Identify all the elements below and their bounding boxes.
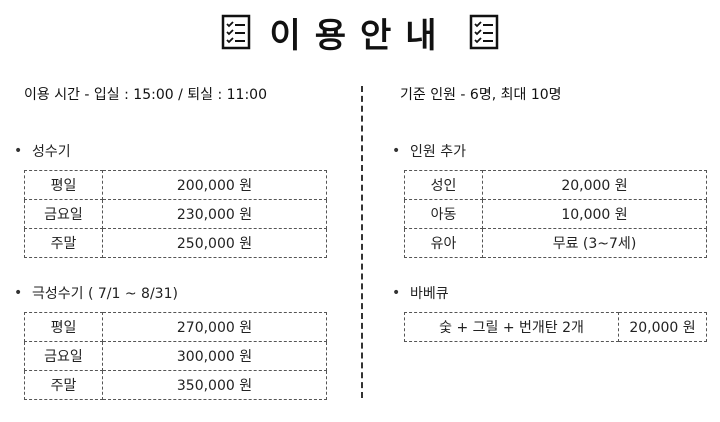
price-cell: 230,000 원	[102, 199, 327, 229]
price-cell: 350,000 원	[102, 370, 327, 400]
peak-label: 성수기	[28, 141, 75, 161]
page-title: 이용안내	[269, 15, 451, 56]
table-row: 숯 + 그릴 + 번개탄 2개 20,000 원	[404, 312, 707, 342]
price-cell: 270,000 원	[102, 312, 327, 342]
super-peak-section: • 극성수기 ( 7/1 ~ 8/31) 평일 270,000 원 금요일 300,…	[14, 282, 327, 400]
bullet-icon: •	[14, 143, 23, 159]
type-cell: 유아	[404, 228, 483, 258]
base-capacity: 기준 인원 - 6명, 최대 10명	[400, 87, 562, 103]
price-cell: 20,000 원	[618, 312, 707, 342]
bbq-section: • 바베큐 숯 + 그릴 + 번개탄 2개 20,000 원	[392, 282, 707, 342]
day-cell: 금요일	[24, 341, 103, 371]
price-cell: 10,000 원	[482, 199, 707, 229]
extra-person-label: 인원 추가	[406, 141, 470, 161]
page-header: 이용안내	[0, 10, 720, 56]
day-cell: 평일	[24, 170, 103, 200]
day-cell: 주말	[24, 228, 103, 258]
peak-price-table: 평일 200,000 원 금요일 230,000 원 주말 250,000 원	[24, 170, 327, 258]
table-row: 주말 250,000 원	[24, 228, 327, 258]
price-cell: 20,000 원	[482, 170, 707, 200]
bullet-icon: •	[392, 285, 401, 301]
bbq-price-table: 숯 + 그릴 + 번개탄 2개 20,000 원	[404, 312, 707, 342]
type-cell: 성인	[404, 170, 483, 200]
day-cell: 금요일	[24, 199, 103, 229]
bbq-label: 바베큐	[406, 283, 453, 303]
price-cell: 300,000 원	[102, 341, 327, 371]
table-row: 금요일 300,000 원	[24, 341, 327, 371]
table-row: 평일 270,000 원	[24, 312, 327, 342]
table-row: 금요일 230,000 원	[24, 199, 327, 229]
day-cell: 주말	[24, 370, 103, 400]
extra-person-section: • 인원 추가 성인 20,000 원 아동 10,000 원 유아 무료 (3~7세…	[392, 140, 707, 258]
usage-time: 이용 시간 - 입실 : 15:00 / 퇴실 : 11:00	[24, 87, 267, 103]
price-cell: 250,000 원	[102, 228, 327, 258]
type-cell: 아동	[404, 199, 483, 229]
checklist-icon	[222, 14, 251, 50]
price-cell: 무료 (3~7세)	[482, 228, 707, 258]
checklist-icon	[469, 14, 498, 50]
super-peak-label: 극성수기 ( 7/1 ~ 8/31)	[28, 283, 182, 303]
table-row: 주말 350,000 원	[24, 370, 327, 400]
bullet-icon: •	[14, 285, 23, 301]
table-row: 유아 무료 (3~7세)	[404, 228, 707, 258]
extra-person-price-table: 성인 20,000 원 아동 10,000 원 유아 무료 (3~7세)	[404, 170, 707, 258]
peak-section: • 성수기 평일 200,000 원 금요일 230,000 원 주말 250,000…	[14, 140, 327, 258]
price-cell: 200,000 원	[102, 170, 327, 200]
bullet-icon: •	[392, 143, 401, 159]
table-row: 아동 10,000 원	[404, 199, 707, 229]
day-cell: 평일	[24, 312, 103, 342]
table-row: 성인 20,000 원	[404, 170, 707, 200]
bbq-item-cell: 숯 + 그릴 + 번개탄 2개	[404, 312, 619, 342]
super-peak-price-table: 평일 270,000 원 금요일 300,000 원 주말 350,000 원	[24, 312, 327, 400]
table-row: 평일 200,000 원	[24, 170, 327, 200]
column-divider	[361, 86, 363, 398]
